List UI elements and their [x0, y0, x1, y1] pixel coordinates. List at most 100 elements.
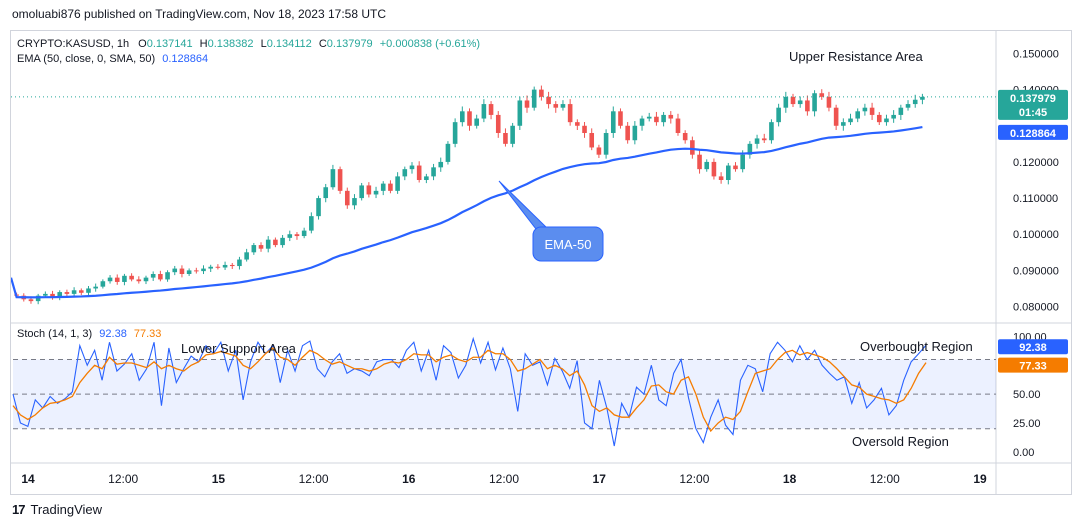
candle [57, 290, 63, 301]
price-tick-label: 0.090000 [1013, 265, 1059, 277]
candle-body [582, 125, 587, 133]
candle [388, 180, 393, 194]
candle-body [869, 107, 875, 115]
candle [86, 286, 91, 296]
candle-body [323, 187, 329, 199]
candle-body [783, 96, 789, 108]
stoch-label[interactable]: Stoch (14, 1, 3) [17, 328, 93, 340]
candle [129, 273, 134, 282]
candle [136, 276, 142, 284]
candle-body [301, 230, 307, 237]
candle [416, 161, 422, 183]
candle-body [337, 169, 343, 191]
last-price-tag: 0.137979 01:45 [998, 89, 1068, 120]
chart-canvas[interactable]: 0.1500000.1400000.1200000.1100000.100000… [11, 31, 1071, 494]
candle-body [661, 114, 666, 123]
price-tick-label: 0.100000 [1013, 229, 1059, 241]
candle [359, 182, 364, 201]
candle [531, 86, 537, 111]
candle [862, 103, 868, 116]
candle [251, 242, 257, 255]
candle [503, 128, 508, 147]
candle [632, 121, 638, 145]
candle [884, 114, 889, 126]
candle-body [495, 114, 501, 133]
candle [460, 106, 465, 127]
upper-resistance-annotation: Upper Resistance Area [789, 49, 923, 64]
candle [431, 163, 436, 181]
ema-label[interactable]: EMA (50, close, 0, SMA, 50) [17, 53, 156, 65]
candle-body [78, 290, 84, 293]
ema-callout-pointer [498, 180, 550, 230]
candle [409, 162, 415, 174]
candle-body [682, 133, 688, 141]
ema-price-tag-text: 0.128864 [1010, 128, 1057, 140]
candle [776, 103, 781, 127]
candle-body [100, 281, 106, 287]
high-value: 0.138382 [207, 38, 254, 50]
tradingview-logo[interactable]: 17 TradingView [12, 502, 102, 517]
candle [639, 115, 645, 131]
candle-body [726, 165, 731, 180]
candle [754, 134, 760, 149]
candle-body [201, 268, 206, 272]
candle-body [416, 165, 422, 180]
ema-price-tag-bg [998, 124, 1068, 140]
candle-body [675, 118, 681, 133]
candle-body [790, 96, 796, 105]
time-tick-label: 12:00 [299, 472, 329, 486]
tradingview-logo-icon: 17 [12, 502, 26, 517]
candle [194, 267, 199, 274]
low-value: 0.134112 [266, 38, 312, 50]
candle [819, 89, 825, 100]
candle-body [891, 114, 896, 119]
high-label: H [199, 38, 208, 50]
candle [165, 270, 170, 282]
candle-body [57, 292, 63, 298]
candle [395, 172, 400, 194]
stoch-d-tag-bg [998, 357, 1068, 373]
candle [114, 274, 120, 285]
stoch-tick-label: 25.00 [1013, 418, 1041, 430]
candle-body [366, 185, 372, 195]
candle-body [610, 111, 616, 133]
candle [704, 159, 710, 172]
candle [905, 100, 911, 111]
candle-body [380, 183, 386, 191]
candle-body [352, 198, 357, 206]
chart-frame: 0.1500000.1400000.1200000.1100000.100000… [10, 30, 1072, 495]
annotations: Upper Resistance Area Lower Support Area O… [181, 49, 973, 449]
change-value: +0.000838 (+0.61%) [379, 38, 481, 50]
candle-body [50, 293, 55, 298]
candle-body [776, 107, 781, 123]
candle [380, 181, 386, 196]
candle-body [503, 133, 508, 144]
candle-body [905, 104, 911, 108]
ema-line [11, 96, 996, 299]
last-price-tag-text: 0.137979 [1010, 93, 1056, 105]
candle-body [841, 122, 846, 126]
candle-body [107, 277, 113, 282]
stoch-tick-label: 50.00 [1013, 389, 1041, 401]
candle [309, 212, 314, 234]
candle-body [797, 100, 803, 105]
candle [560, 100, 566, 111]
candle-body [575, 122, 580, 126]
symbol-label[interactable]: CRYPTO:KASUSD, 1h [17, 38, 130, 50]
candle [35, 293, 41, 305]
candle-body [805, 100, 810, 112]
candle-body [639, 118, 645, 126]
candle [344, 187, 350, 209]
candle-body [654, 116, 659, 123]
candle-body [222, 264, 228, 268]
candle-body [589, 133, 595, 148]
time-tick-label: 12:00 [489, 472, 519, 486]
candle [287, 230, 293, 242]
candle-body [517, 100, 523, 126]
candle [179, 265, 185, 278]
candle-body [819, 93, 825, 97]
candle [402, 166, 408, 181]
candle-body [567, 104, 573, 123]
candle-body [740, 154, 745, 170]
candle-body [251, 245, 257, 253]
